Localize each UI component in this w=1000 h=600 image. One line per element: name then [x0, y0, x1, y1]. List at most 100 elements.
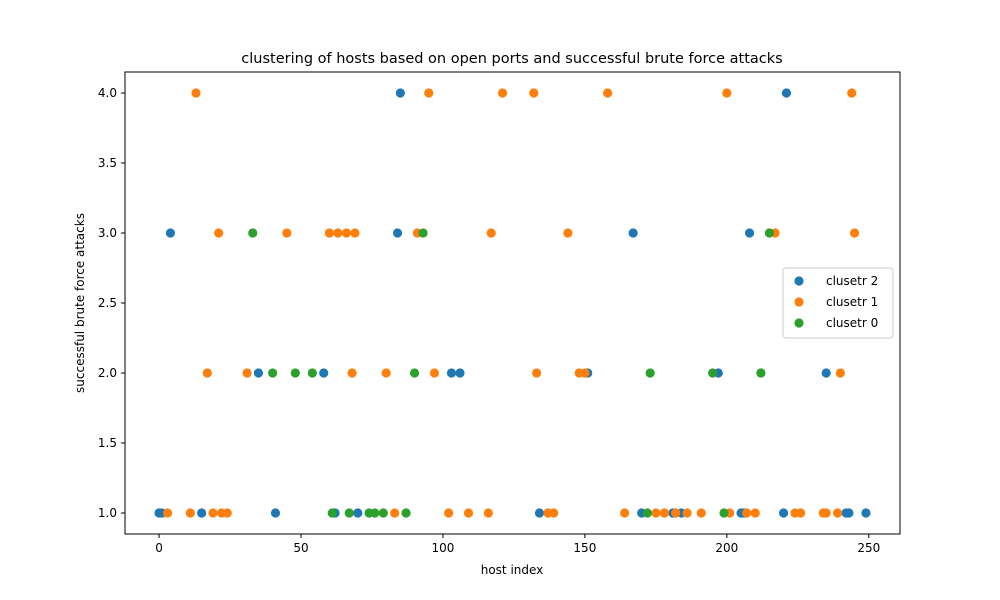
scatter-point: [835, 368, 845, 378]
plot-area: [154, 88, 871, 518]
scatter-point: [324, 228, 334, 238]
scatter-point: [444, 508, 454, 518]
x-tick-label: 250: [857, 541, 880, 555]
legend-marker: [794, 297, 804, 307]
scatter-point: [162, 508, 173, 518]
x-tick-label: 0: [155, 541, 163, 555]
scatter-point: [642, 508, 652, 518]
scatter-point: [341, 228, 352, 238]
scatter-point: [756, 368, 766, 378]
scatter-point: [659, 508, 669, 518]
scatter-point: [486, 228, 496, 238]
scatter-point: [395, 88, 405, 98]
scatter-point: [750, 508, 760, 518]
x-axis-label: host index: [481, 563, 544, 577]
legend-label: clusetr 1: [826, 295, 878, 309]
scatter-point: [409, 368, 420, 378]
y-tick-label: 2.0: [98, 366, 117, 380]
scatter-point: [185, 508, 195, 518]
scatter-point: [603, 88, 613, 98]
scatter-point: [708, 368, 718, 378]
scatter-point: [214, 228, 224, 238]
scatter-point: [390, 508, 400, 518]
scatter-point: [580, 368, 590, 378]
scatter-point: [781, 88, 792, 98]
scatter-point: [849, 228, 860, 238]
y-tick-label: 2.5: [98, 296, 117, 310]
legend-marker: [794, 276, 804, 286]
x-tick-label: 50: [293, 541, 308, 555]
scatter-point: [446, 368, 457, 378]
scatter-point: [165, 228, 176, 238]
scatter-point: [671, 508, 681, 518]
scatter-point: [779, 508, 789, 518]
scatter-point: [529, 88, 539, 98]
scatter-point: [722, 88, 732, 98]
scatter-point: [424, 88, 434, 98]
scatter-point: [847, 88, 857, 98]
legend-marker: [794, 318, 804, 328]
scatter-point: [197, 508, 207, 518]
scatter-point: [682, 508, 692, 518]
scatter-point: [392, 228, 403, 238]
scatter-point: [327, 508, 337, 518]
scatter-point: [333, 228, 343, 238]
scatter-point: [282, 228, 292, 238]
scatter-point: [378, 508, 388, 518]
y-tick-label: 4.0: [98, 86, 117, 100]
scatter-point: [861, 508, 871, 518]
y-tick-label: 1.5: [98, 436, 117, 450]
scatter-point: [268, 368, 278, 378]
scatter-point: [463, 508, 474, 518]
scatter-point: [651, 508, 661, 518]
y-axis: 1.0 1.5 2.0 2.5 3.0 3.5 4.0: [98, 86, 125, 520]
scatter-point: [248, 228, 258, 238]
scatter-point: [532, 368, 542, 378]
scatter-point: [270, 508, 281, 518]
scatter-point: [534, 508, 545, 518]
scatter-point: [347, 368, 357, 378]
chart-title: clustering of hosts based on open ports …: [241, 51, 782, 67]
scatter-point: [401, 508, 411, 518]
scatter-point: [549, 508, 559, 518]
scatter-point: [353, 508, 363, 518]
scatter-point: [628, 228, 638, 238]
scatter-point: [497, 88, 508, 98]
x-tick-label: 200: [715, 541, 738, 555]
y-axis-label: successful brute force attacks: [73, 213, 87, 393]
legend: clusetr 2 clusetr 1 clusetr 0: [782, 267, 894, 339]
legend-box: [782, 267, 894, 339]
scatter-point: [563, 228, 573, 238]
scatter-point: [202, 368, 212, 378]
scatter-point: [483, 508, 493, 518]
scatter-point: [821, 368, 831, 378]
scatter-point: [418, 228, 428, 238]
scatter-point: [620, 508, 630, 518]
x-tick-label: 150: [573, 541, 596, 555]
y-tick-label: 3.0: [98, 226, 117, 240]
x-axis: 0 50 100 150 200 250: [155, 534, 880, 555]
scatter-point: [429, 368, 440, 378]
scatter-point: [645, 368, 655, 378]
scatter-point: [319, 368, 329, 378]
scatter-point: [821, 508, 831, 518]
scatter-point: [307, 368, 317, 378]
scatter-point: [844, 508, 854, 518]
scatter-point: [253, 368, 264, 378]
scatter-point: [290, 368, 300, 378]
scatter-point: [208, 508, 218, 518]
scatter-point: [350, 228, 360, 238]
scatter-point: [381, 368, 391, 378]
y-tick-label: 1.0: [98, 506, 117, 520]
scatter-point: [696, 508, 706, 518]
x-tick-label: 100: [431, 541, 454, 555]
scatter-point: [191, 88, 201, 98]
legend-label: clusetr 2: [826, 274, 878, 288]
y-tick-label: 3.5: [98, 156, 117, 170]
scatter-point: [344, 508, 354, 518]
scatter-point: [455, 368, 465, 378]
scatter-point: [742, 508, 752, 518]
scatter-point: [796, 508, 806, 518]
scatter-point: [242, 368, 252, 378]
